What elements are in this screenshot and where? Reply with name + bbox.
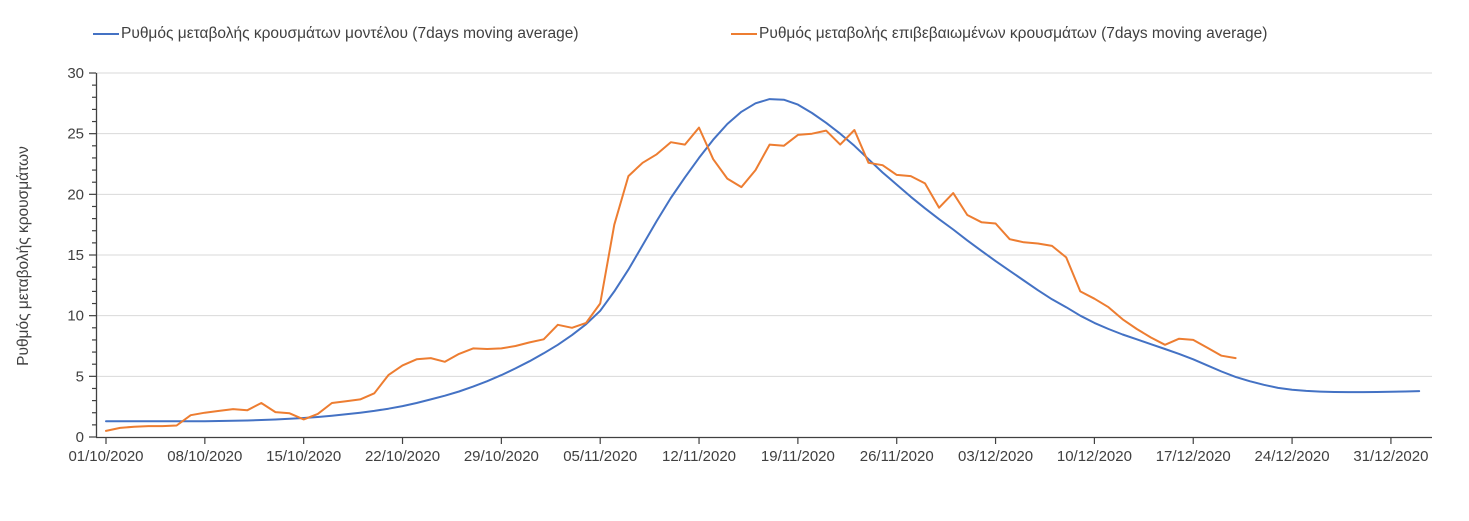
legend-item-confirmed: Ρυθμός μεταβολής επιβεβαιωμένων κρουσμάτ… — [731, 22, 1267, 46]
y-tick-label: 0 — [76, 429, 84, 446]
x-tick-label: 03/12/2020 — [958, 448, 1033, 465]
y-tick-label: 25 — [67, 126, 84, 143]
y-tick-label: 10 — [67, 308, 84, 325]
legend-line-swatch-model — [93, 33, 119, 35]
x-tick-label: 10/12/2020 — [1057, 448, 1132, 465]
x-tick-label: 12/11/2020 — [662, 448, 736, 465]
x-tick-label: 15/10/2020 — [266, 448, 341, 465]
x-tick-label: 05/11/2020 — [563, 448, 637, 465]
x-tick-label: 19/11/2020 — [761, 448, 835, 465]
legend-item-model: Ρυθμός μεταβολής κρουσμάτων μοντέλου (7d… — [93, 22, 579, 46]
x-tick-label: 24/12/2020 — [1255, 448, 1330, 465]
model-series-line — [105, 98, 1421, 423]
y-tick-label: 20 — [67, 186, 84, 203]
legend-label-confirmed: Ρυθμός μεταβολής επιβεβαιωμένων κρουσμάτ… — [759, 25, 1268, 42]
x-tick-label: 31/12/2020 — [1353, 448, 1428, 465]
x-tick-label: 01/10/2020 — [68, 448, 143, 465]
y-axis-title: Ρυθμός μεταβολής κρουσμάτων — [15, 146, 32, 366]
x-tick-label: 26/11/2020 — [860, 448, 934, 465]
x-tick-label: 22/10/2020 — [365, 448, 440, 465]
x-tick-label: 08/10/2020 — [167, 448, 242, 465]
legend-label-model: Ρυθμός μεταβολής κρουσμάτων μοντέλου (7d… — [121, 25, 579, 42]
y-tick-label: 30 — [67, 65, 84, 82]
x-tick-label: 17/12/2020 — [1156, 448, 1231, 465]
x-tick-label: 29/10/2020 — [464, 448, 539, 465]
y-tick-label: 15 — [67, 247, 84, 264]
confirmed-series-line — [105, 126, 1237, 432]
y-tick-label: 5 — [76, 368, 84, 385]
chart-legend: Ρυθμός μεταβολής κρουσμάτων μοντέλου (7d… — [0, 22, 1469, 46]
legend-line-swatch-confirmed — [731, 33, 757, 35]
